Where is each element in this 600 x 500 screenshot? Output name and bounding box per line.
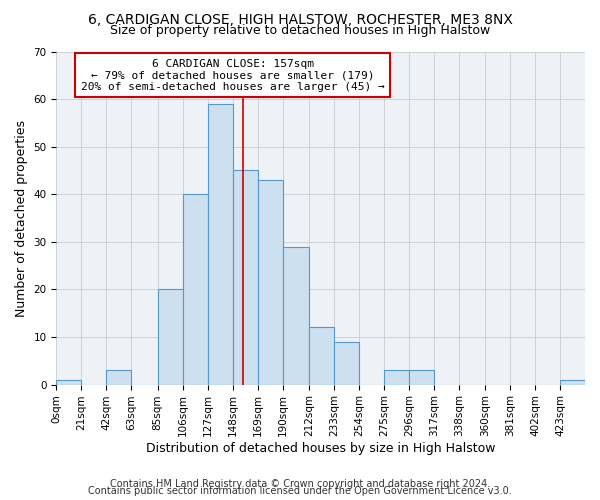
- Text: Contains public sector information licensed under the Open Government Licence v3: Contains public sector information licen…: [88, 486, 512, 496]
- Bar: [158, 290, 182, 384]
- Bar: [334, 342, 359, 384]
- X-axis label: Distribution of detached houses by size in High Halstow: Distribution of detached houses by size …: [146, 442, 496, 455]
- Text: Contains HM Land Registry data © Crown copyright and database right 2024.: Contains HM Land Registry data © Crown c…: [110, 479, 490, 489]
- Bar: [283, 246, 309, 384]
- Text: Size of property relative to detached houses in High Halstow: Size of property relative to detached ho…: [110, 24, 490, 37]
- Text: 6 CARDIGAN CLOSE: 157sqm
← 79% of detached houses are smaller (179)
20% of semi-: 6 CARDIGAN CLOSE: 157sqm ← 79% of detach…: [81, 58, 385, 92]
- Bar: [106, 370, 131, 384]
- Bar: [208, 104, 233, 384]
- Y-axis label: Number of detached properties: Number of detached properties: [15, 120, 28, 316]
- Bar: [56, 380, 82, 384]
- Bar: [560, 380, 585, 384]
- Bar: [233, 170, 257, 384]
- Bar: [384, 370, 409, 384]
- Bar: [309, 328, 334, 384]
- Text: 6, CARDIGAN CLOSE, HIGH HALSTOW, ROCHESTER, ME3 8NX: 6, CARDIGAN CLOSE, HIGH HALSTOW, ROCHEST…: [88, 12, 512, 26]
- Bar: [182, 194, 208, 384]
- Bar: [409, 370, 434, 384]
- Bar: [257, 180, 283, 384]
